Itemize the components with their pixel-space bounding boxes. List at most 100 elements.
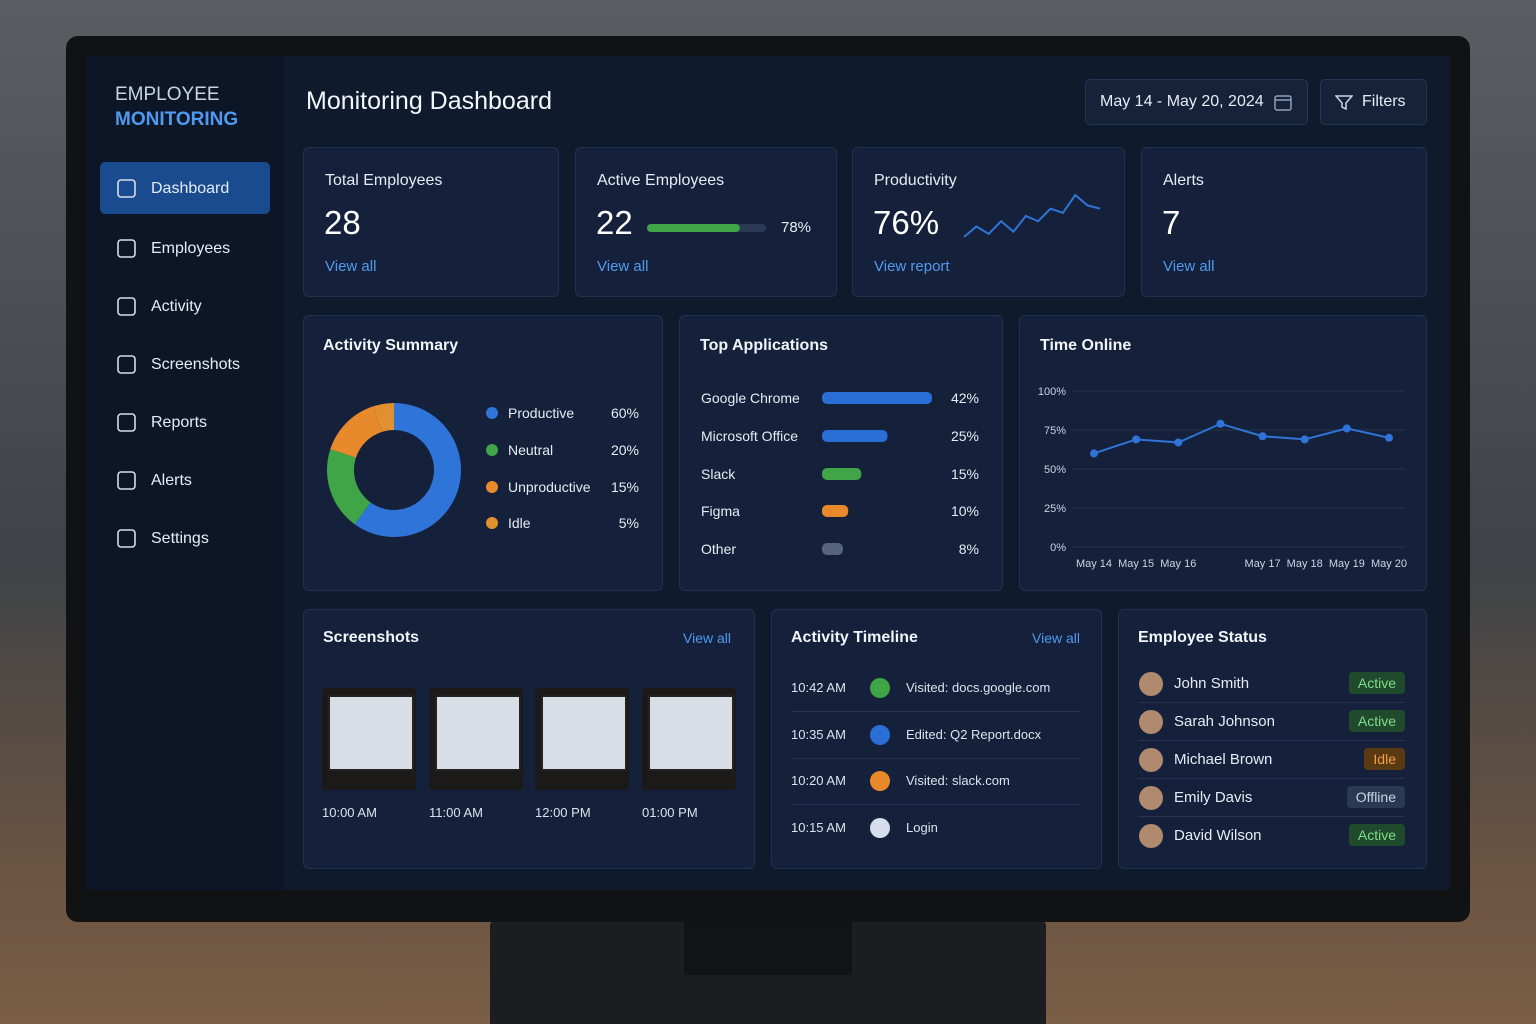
- badge-wrap: Idle: [1300, 748, 1405, 772]
- app-value: 25%: [951, 428, 979, 444]
- separator: [791, 758, 1080, 759]
- legend-label: Idle: [508, 515, 531, 531]
- nav-item[interactable]: Activity: [151, 298, 202, 315]
- kpi-value: 28: [324, 204, 361, 241]
- employee-name: Michael Brown: [1174, 751, 1273, 768]
- kpi-value: 76%: [873, 204, 940, 241]
- nav-item[interactable]: Dashboard: [151, 180, 230, 197]
- filters-button[interactable]: Filters: [1320, 79, 1427, 125]
- brand-line: MONITORING: [115, 109, 239, 130]
- nav-item[interactable]: Reports: [151, 414, 208, 431]
- view-all-link[interactable]: View all: [1032, 630, 1080, 646]
- timeline-icon: [870, 818, 890, 838]
- x-tick-label: May 15: [1118, 558, 1154, 570]
- app-value: 15%: [951, 466, 979, 482]
- kpi-link[interactable]: View all: [325, 258, 377, 275]
- nav-item[interactable]: Employees: [151, 240, 231, 257]
- timeline-time: 10:35 AM: [791, 727, 846, 742]
- separator: [1138, 778, 1405, 779]
- separator: [1138, 816, 1405, 817]
- kpi-link[interactable]: View report: [874, 258, 950, 275]
- separator: [1138, 740, 1405, 741]
- filter-icon: [1335, 95, 1353, 110]
- time-online-card: [1019, 315, 1427, 591]
- point: [1385, 433, 1393, 442]
- y-tick-label: 0%: [1050, 542, 1066, 554]
- point: [1132, 435, 1141, 444]
- legend-value: 15%: [611, 479, 639, 495]
- point: [1174, 438, 1183, 447]
- y-tick-label: 75%: [1044, 425, 1066, 437]
- kpi-card: [1141, 147, 1427, 297]
- timeline-text: Visited: slack.com: [906, 773, 1010, 788]
- thumb-screen: [648, 695, 734, 771]
- timeline-text: Visited: docs.google.com: [906, 680, 1051, 695]
- kpi-link[interactable]: View all: [1163, 258, 1215, 275]
- screenshot-time: 10:00 AM: [322, 805, 377, 820]
- app-label: Slack: [701, 466, 736, 482]
- bar: [822, 468, 862, 480]
- kpi-card: [575, 147, 837, 297]
- nav-icon: [117, 413, 136, 432]
- thumb-screen: [541, 695, 627, 771]
- point: [1090, 449, 1098, 458]
- x-tick-label: May 17: [1245, 558, 1281, 570]
- timeline-card: [771, 609, 1102, 869]
- avatar: [1139, 672, 1163, 696]
- timeline-text: Login: [906, 820, 938, 835]
- timeline-time: 10:20 AM: [791, 773, 846, 788]
- app-value: 42%: [951, 390, 979, 406]
- x-tick-label: May 16: [1160, 558, 1196, 570]
- point: [1258, 432, 1267, 441]
- nav-item[interactable]: Alerts: [151, 472, 192, 489]
- legend-value: 60%: [611, 405, 639, 421]
- avatar: [1139, 824, 1163, 848]
- monitor-neck: [684, 915, 852, 975]
- card-title: Time Online: [1040, 337, 1132, 354]
- status-badge: Active: [1348, 672, 1405, 694]
- view-all-link[interactable]: View all: [683, 630, 731, 646]
- date-picker[interactable]: May 14 - May 20, 2024: [1085, 79, 1308, 125]
- brand-line: EMPLOYEE: [115, 84, 220, 105]
- legend-dot: [486, 407, 498, 419]
- kpi-value: 22: [596, 204, 633, 241]
- card-title: Activity Timeline: [791, 629, 918, 646]
- nav-item[interactable]: Settings: [151, 530, 209, 547]
- badge-wrap: Active: [1300, 824, 1405, 848]
- nav-item[interactable]: Screenshots: [151, 356, 240, 373]
- kpi-card: [852, 147, 1125, 297]
- kpi-label: Alerts: [1163, 172, 1204, 189]
- separator: [791, 711, 1080, 712]
- y-tick-label: 100%: [1038, 386, 1066, 398]
- card-title: Employee Status: [1138, 629, 1267, 646]
- timeline-time: 10:42 AM: [791, 680, 846, 695]
- avatar: [1139, 710, 1163, 734]
- sparkline: [963, 193, 1101, 238]
- app-label: Microsoft Office: [701, 428, 798, 444]
- nav-icon: [117, 471, 136, 490]
- bar: [822, 392, 932, 404]
- activity-summary-card: [303, 315, 663, 591]
- x-tick-label: May 14: [1076, 558, 1112, 570]
- progress-label: 78%: [781, 219, 812, 236]
- kpi-card: [303, 147, 559, 297]
- separator: [791, 804, 1080, 805]
- kpi-value: 7: [1162, 204, 1181, 241]
- timeline-text: Edited: Q2 Report.docx: [906, 727, 1042, 742]
- badge-wrap: Offline: [1300, 786, 1405, 810]
- point: [1216, 419, 1225, 428]
- bar: [822, 505, 849, 517]
- donut-slice: [373, 403, 394, 432]
- screenshot-time: 12:00 PM: [535, 805, 591, 820]
- timeline-time: 10:15 AM: [791, 820, 846, 835]
- separator: [1138, 702, 1405, 703]
- app-value: 8%: [959, 541, 979, 557]
- x-tick-label: May 19: [1329, 558, 1365, 570]
- filters-label: Filters: [1362, 93, 1406, 110]
- x-tick-label: May 18: [1287, 558, 1323, 570]
- avatar: [1139, 786, 1163, 810]
- kpi-link[interactable]: View all: [597, 258, 649, 275]
- status-badge: Offline: [1346, 786, 1405, 808]
- legend-value: 20%: [611, 442, 639, 458]
